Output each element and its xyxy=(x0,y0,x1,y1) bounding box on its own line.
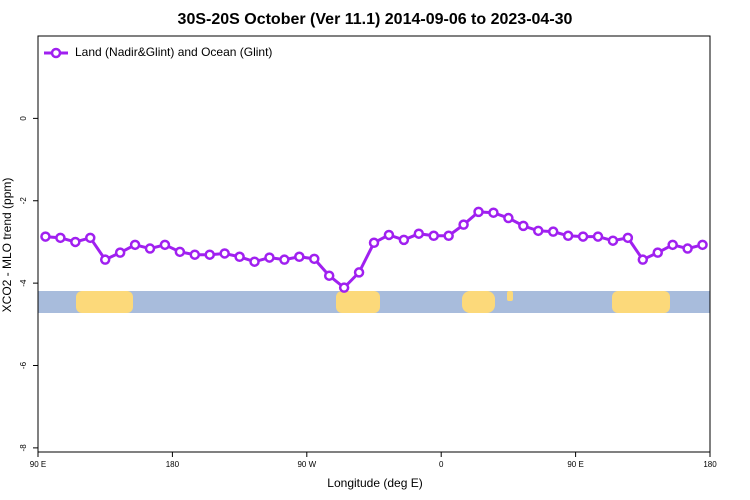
point xyxy=(383,229,395,241)
series-line xyxy=(45,210,703,290)
point xyxy=(562,230,574,242)
point xyxy=(40,231,51,242)
point xyxy=(279,254,290,265)
plot-frame xyxy=(37,35,711,453)
point xyxy=(234,251,245,263)
point xyxy=(413,228,425,239)
point xyxy=(607,235,619,246)
x-tick-label: 180 xyxy=(703,460,717,469)
x-tick-label: 90 W xyxy=(297,460,316,469)
point xyxy=(473,206,484,218)
y-tick-label: 0 xyxy=(19,116,28,121)
y-axis-label: XCO2 - MLO trend (ppm) xyxy=(0,178,14,313)
point xyxy=(488,207,499,218)
point xyxy=(70,236,81,248)
point xyxy=(518,220,529,232)
x-tick-label: 90 E xyxy=(30,460,46,469)
point xyxy=(204,249,215,260)
point xyxy=(144,243,156,254)
point xyxy=(458,219,469,230)
point xyxy=(368,237,380,249)
point xyxy=(159,239,171,251)
point xyxy=(697,239,708,251)
point xyxy=(129,239,141,251)
point xyxy=(114,247,126,258)
x-tick-label: 0 xyxy=(439,460,444,469)
point xyxy=(323,270,335,281)
land-patch xyxy=(76,291,133,313)
point xyxy=(174,246,186,258)
point xyxy=(577,231,589,242)
point xyxy=(398,234,410,246)
point xyxy=(219,248,230,259)
land-patch xyxy=(336,291,380,313)
land-patch xyxy=(507,291,513,301)
point xyxy=(533,225,544,237)
y-tick-label: -6 xyxy=(19,361,28,369)
point xyxy=(264,252,275,263)
point xyxy=(428,230,439,242)
point xyxy=(249,256,260,267)
y-tick-label: -2 xyxy=(19,197,28,205)
land-patch xyxy=(462,291,495,313)
point xyxy=(637,254,649,265)
point xyxy=(622,232,634,244)
point xyxy=(682,243,693,254)
point xyxy=(503,212,514,224)
y-tick-label: -8 xyxy=(19,444,28,452)
point xyxy=(338,282,350,293)
x-tick-label: 90 E xyxy=(567,460,583,469)
y-tick-label: -4 xyxy=(19,279,28,287)
x-axis-label: Longitude (deg E) xyxy=(327,476,422,490)
land-patch xyxy=(612,291,670,313)
point xyxy=(85,232,96,244)
land-ocean-map xyxy=(38,291,710,313)
point xyxy=(99,254,111,265)
point xyxy=(309,253,320,265)
point xyxy=(547,226,559,237)
point xyxy=(652,247,663,258)
legend-label: Land (Nadir&Glint) and Ocean (Glint) xyxy=(75,45,272,59)
legend-marker xyxy=(50,47,62,59)
chart-title: 30S-20S October (Ver 11.1) 2014-09-06 to… xyxy=(178,11,573,28)
point xyxy=(667,239,678,251)
point xyxy=(443,230,454,242)
point xyxy=(294,251,305,263)
x-tick-label: 180 xyxy=(166,460,180,469)
point xyxy=(55,232,66,244)
point xyxy=(189,249,201,260)
point xyxy=(353,267,365,278)
point xyxy=(592,231,604,242)
